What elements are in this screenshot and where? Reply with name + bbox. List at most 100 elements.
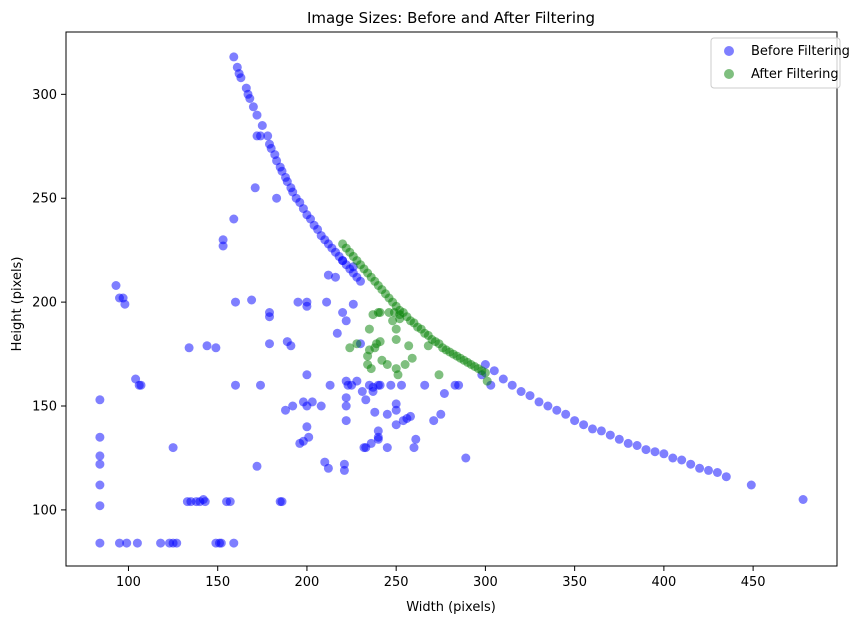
data-point <box>248 102 258 112</box>
data-point <box>172 538 182 548</box>
data-point <box>95 459 105 469</box>
data-point <box>111 281 121 290</box>
legend-label-after: After Filtering <box>751 67 839 82</box>
data-point <box>256 380 265 390</box>
data-point <box>272 193 282 203</box>
data-point <box>331 272 340 282</box>
data-point <box>339 459 349 469</box>
data-point <box>454 380 464 390</box>
data-point <box>614 434 624 444</box>
x-tick-label: 450 <box>741 575 766 590</box>
data-point <box>345 343 355 353</box>
data-point <box>323 270 333 280</box>
data-point <box>695 463 705 473</box>
x-tick-label: 100 <box>116 575 141 590</box>
data-point <box>257 121 267 130</box>
data-point <box>277 497 287 507</box>
data-point <box>570 416 580 426</box>
data-point <box>341 416 351 426</box>
data-point <box>552 405 562 415</box>
data-point <box>391 335 401 344</box>
data-point <box>423 341 433 351</box>
data-point <box>373 426 383 436</box>
data-point <box>370 407 380 417</box>
data-point <box>95 395 105 405</box>
data-point <box>623 438 633 448</box>
data-point <box>293 297 303 307</box>
data-point <box>338 256 348 266</box>
data-point <box>704 465 713 475</box>
data-point <box>596 426 606 436</box>
data-point <box>498 374 508 384</box>
data-point <box>302 370 312 380</box>
data-point <box>391 420 401 430</box>
data-point <box>650 447 660 457</box>
x-axis-label: Width (pixels) <box>406 600 496 615</box>
data-point <box>406 411 415 421</box>
data-point <box>302 422 312 432</box>
data-point <box>236 73 246 83</box>
y-tick-label: 150 <box>32 400 57 415</box>
legend-marker-after <box>724 69 734 79</box>
x-axis: 100 150 200 250 300 350 400 450 <box>116 566 766 590</box>
data-point <box>411 434 421 444</box>
data-point <box>252 461 262 471</box>
legend-marker-before <box>724 46 734 56</box>
data-point <box>397 380 406 390</box>
data-point <box>461 453 471 463</box>
data-point <box>115 538 124 548</box>
data-point <box>156 538 166 548</box>
data-point <box>400 360 410 369</box>
data-point <box>302 301 312 311</box>
data-point <box>686 459 696 469</box>
data-point <box>168 443 178 453</box>
y-tick-label: 300 <box>32 88 57 103</box>
data-point <box>229 214 239 224</box>
data-point <box>721 472 731 482</box>
data-point <box>375 308 385 317</box>
data-point <box>382 443 392 453</box>
data-point <box>382 360 392 369</box>
data-point <box>332 328 342 338</box>
points-layer <box>95 52 808 548</box>
data-point <box>605 430 615 440</box>
data-point <box>429 416 439 426</box>
data-point <box>132 538 142 548</box>
data-point <box>352 339 362 349</box>
plot-frame <box>65 31 838 567</box>
data-point <box>516 387 526 396</box>
data-point <box>120 299 130 309</box>
data-point <box>200 497 210 507</box>
data-point <box>561 409 571 419</box>
data-point <box>95 538 105 548</box>
data-point <box>388 316 398 326</box>
data-point <box>404 341 414 351</box>
data-point <box>307 397 317 407</box>
data-point <box>588 424 597 434</box>
data-point <box>95 480 105 490</box>
data-point <box>316 401 326 411</box>
x-tick-label: 150 <box>205 575 230 590</box>
data-point <box>341 401 351 411</box>
data-point <box>391 405 401 415</box>
data-point <box>436 409 446 419</box>
data-point <box>216 538 226 548</box>
data-point <box>136 380 146 390</box>
data-point <box>366 438 376 448</box>
data-point <box>543 401 553 411</box>
data-point <box>323 463 333 473</box>
data-point <box>263 131 273 141</box>
data-point <box>229 52 239 62</box>
data-point <box>409 443 419 453</box>
data-point <box>288 401 298 411</box>
data-point <box>366 364 376 374</box>
data-point <box>341 393 351 403</box>
data-point <box>373 434 383 444</box>
data-point <box>325 380 335 390</box>
y-axis-label: Height (pixels) <box>10 257 25 352</box>
x-tick-label: 250 <box>384 575 409 590</box>
data-point <box>382 409 392 419</box>
data-point <box>391 399 401 409</box>
data-point <box>439 389 449 398</box>
